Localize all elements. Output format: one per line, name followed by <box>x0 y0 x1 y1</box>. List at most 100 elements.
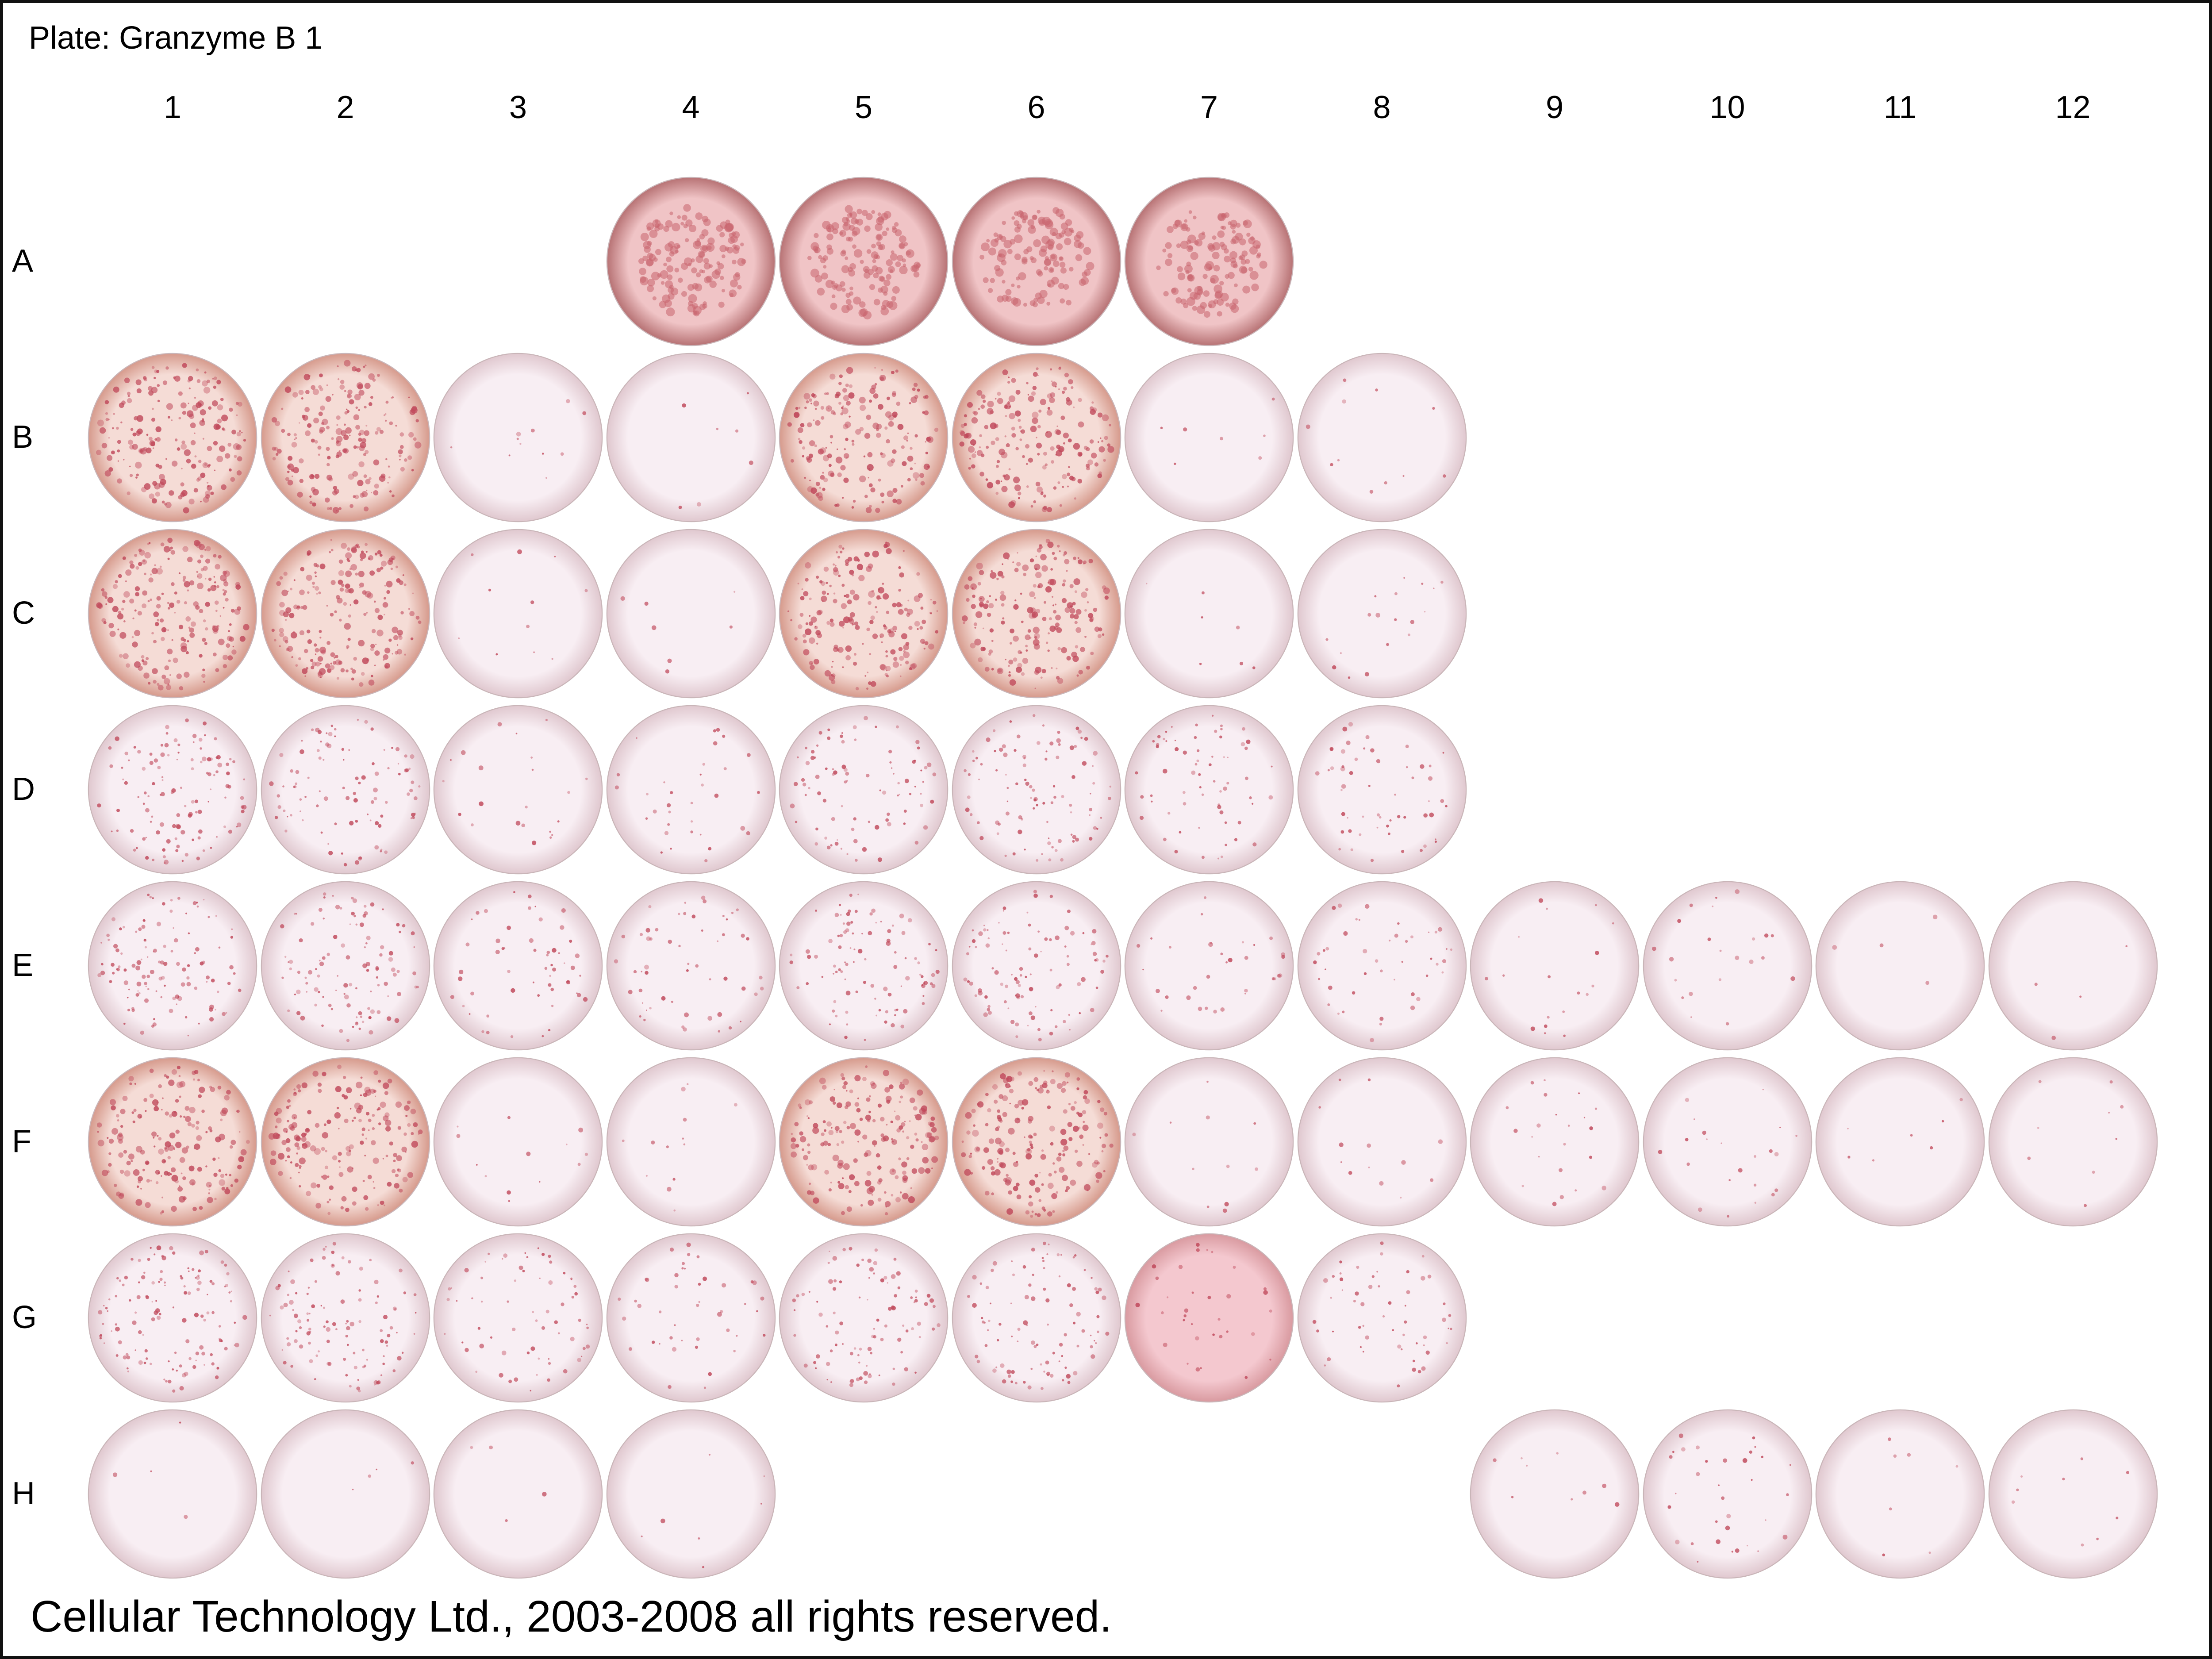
well-image <box>261 1057 430 1227</box>
well-E12[interactable] <box>1987 880 2159 1052</box>
well-E7[interactable] <box>1123 880 1295 1052</box>
well-image <box>433 1057 603 1227</box>
well-G8[interactable] <box>1296 1232 1468 1404</box>
well-B6[interactable] <box>951 352 1122 523</box>
row-label: F <box>12 1124 31 1159</box>
well-H10[interactable] <box>1642 1408 1813 1580</box>
well-image <box>433 529 603 699</box>
well-E6[interactable] <box>951 880 1122 1052</box>
well-C3[interactable] <box>432 528 604 699</box>
well-E5[interactable] <box>778 880 949 1052</box>
well-G2[interactable] <box>260 1232 431 1404</box>
well-E9[interactable] <box>1469 880 1640 1052</box>
well-F12[interactable] <box>1987 1056 2159 1228</box>
column-label: 2 <box>336 90 354 125</box>
well-H1[interactable] <box>87 1408 258 1580</box>
well-F4[interactable] <box>605 1056 777 1228</box>
well-D1[interactable] <box>87 704 258 876</box>
well-H12[interactable] <box>1987 1408 2159 1580</box>
well-image <box>1815 1409 1985 1579</box>
well-H4[interactable] <box>605 1408 777 1580</box>
well-E3[interactable] <box>432 880 604 1052</box>
well-image <box>952 353 1121 522</box>
well-D6[interactable] <box>951 704 1122 876</box>
well-C2[interactable] <box>260 528 431 699</box>
well-image <box>952 529 1121 699</box>
well-H11[interactable] <box>1814 1408 1986 1580</box>
column-label: 12 <box>2055 90 2091 125</box>
well-F2[interactable] <box>260 1056 431 1228</box>
well-image <box>606 353 776 522</box>
well-B8[interactable] <box>1296 352 1468 523</box>
well-image <box>952 1057 1121 1227</box>
well-G3[interactable] <box>432 1232 604 1404</box>
well-B5[interactable] <box>778 352 949 523</box>
well-A4[interactable] <box>605 176 777 347</box>
column-label: 3 <box>509 90 527 125</box>
well-C1[interactable] <box>87 528 258 699</box>
well-A7[interactable] <box>1123 176 1295 347</box>
well-D5[interactable] <box>778 704 949 876</box>
well-H2[interactable] <box>260 1408 431 1580</box>
well-image <box>1643 881 1812 1051</box>
well-G7[interactable] <box>1123 1232 1295 1404</box>
well-G4[interactable] <box>605 1232 777 1404</box>
plate-title: Plate: Granzyme B 1 <box>29 20 323 56</box>
well-image <box>1815 881 1985 1051</box>
well-E1[interactable] <box>87 880 258 1052</box>
well-D4[interactable] <box>605 704 777 876</box>
well-G6[interactable] <box>951 1232 1122 1404</box>
well-image <box>1470 881 1640 1051</box>
well-image <box>606 529 776 699</box>
row-label: C <box>12 595 35 631</box>
well-F8[interactable] <box>1296 1056 1468 1228</box>
well-C6[interactable] <box>951 528 1122 699</box>
well-F11[interactable] <box>1814 1056 1986 1228</box>
well-B4[interactable] <box>605 352 777 523</box>
well-image <box>1470 1409 1640 1579</box>
well-F5[interactable] <box>778 1056 949 1228</box>
well-B1[interactable] <box>87 352 258 523</box>
well-C7[interactable] <box>1123 528 1295 699</box>
well-E8[interactable] <box>1296 880 1468 1052</box>
well-image <box>1124 705 1294 875</box>
well-D3[interactable] <box>432 704 604 876</box>
well-H9[interactable] <box>1469 1408 1640 1580</box>
well-D7[interactable] <box>1123 704 1295 876</box>
well-F1[interactable] <box>87 1056 258 1228</box>
well-C8[interactable] <box>1296 528 1468 699</box>
well-F3[interactable] <box>432 1056 604 1228</box>
well-E4[interactable] <box>605 880 777 1052</box>
well-D2[interactable] <box>260 704 431 876</box>
well-B7[interactable] <box>1123 352 1295 523</box>
well-A5[interactable] <box>778 176 949 347</box>
well-A6[interactable] <box>951 176 1122 347</box>
well-C4[interactable] <box>605 528 777 699</box>
well-E11[interactable] <box>1814 880 1986 1052</box>
well-image <box>779 1233 949 1403</box>
well-image <box>1297 705 1467 875</box>
well-F7[interactable] <box>1123 1056 1295 1228</box>
well-image <box>1124 353 1294 522</box>
well-image <box>433 705 603 875</box>
well-B3[interactable] <box>432 352 604 523</box>
well-H3[interactable] <box>432 1408 604 1580</box>
well-D8[interactable] <box>1296 704 1468 876</box>
well-E10[interactable] <box>1642 880 1813 1052</box>
well-image <box>1297 529 1467 699</box>
well-F6[interactable] <box>951 1056 1122 1228</box>
column-label: 6 <box>1027 90 1045 125</box>
well-F9[interactable] <box>1469 1056 1640 1228</box>
well-G5[interactable] <box>778 1232 949 1404</box>
well-image <box>88 529 257 699</box>
well-image <box>779 1057 949 1227</box>
well-image <box>261 353 430 522</box>
well-image <box>1988 881 2158 1051</box>
well-image <box>1297 881 1467 1051</box>
well-G1[interactable] <box>87 1232 258 1404</box>
well-F10[interactable] <box>1642 1056 1813 1228</box>
well-B2[interactable] <box>260 352 431 523</box>
well-C5[interactable] <box>778 528 949 699</box>
well-E2[interactable] <box>260 880 431 1052</box>
